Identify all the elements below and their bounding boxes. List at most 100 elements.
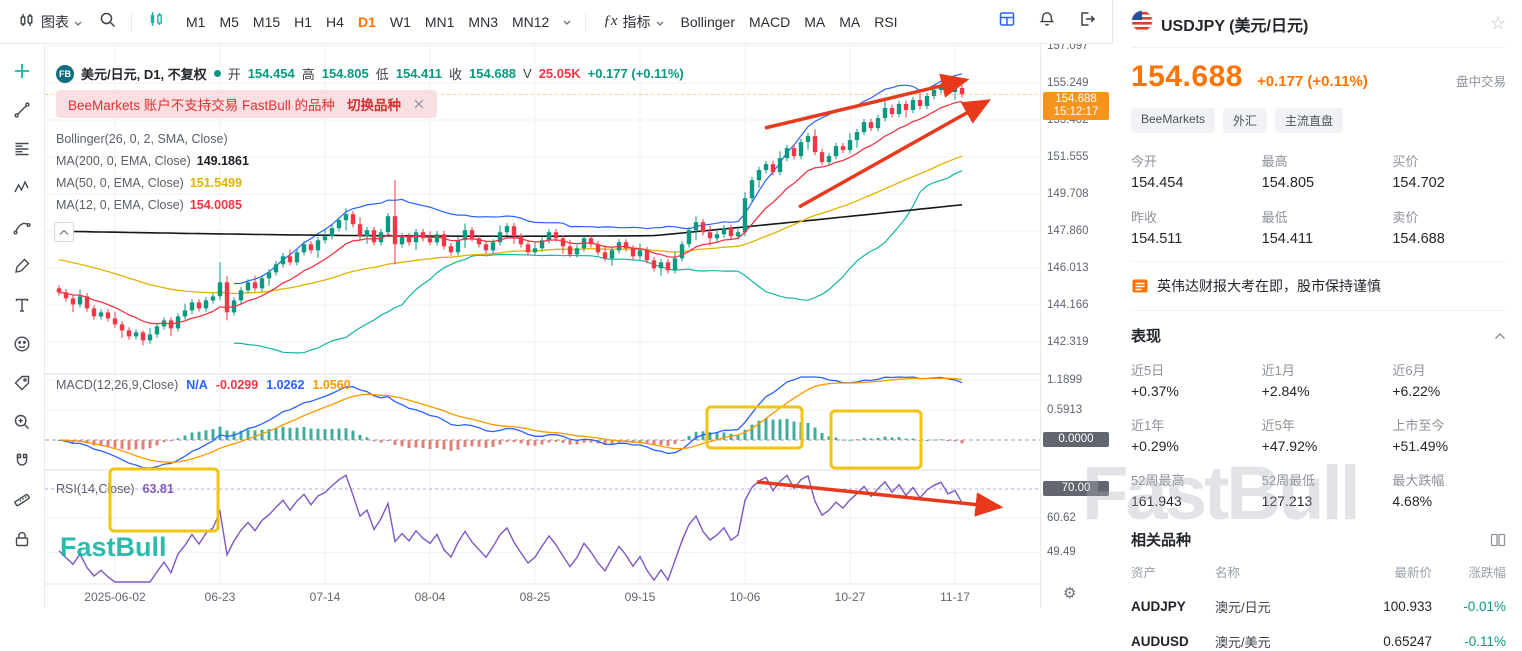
rsi-axis-label: 49.49 [1047,546,1076,559]
time-axis[interactable]: 2025-06-02 06-23 07-14 08-04 08-25 09-15 10-06… [45,584,1040,608]
related-row-cell[interactable]: 澳元/日元 [1215,600,1271,615]
indicators-button[interactable]: ƒx 指标 [595,7,671,37]
market-open-dot [213,70,221,77]
news-headline: 英伟达财报大考在即，股市保持谨慎 [1157,278,1381,294]
price-change: +0.177 (+0.11%) [1256,73,1368,90]
price-axis-label: 144.166 [1047,299,1089,311]
chevron-up-icon[interactable] [1494,332,1506,340]
performance-cell: 近5日 +0.37% [1131,363,1179,399]
logout-button[interactable] [1072,7,1102,37]
wave-tool[interactable] [7,173,37,203]
indicator-legend: MA(50, 0, EMA, Close) 151.5499 [56,176,242,190]
symbol-tag: BeeMarkets [1131,108,1216,133]
price-axis[interactable]: 154.688 15:12:17 0.0000 70.00 ⚙ 157.097 1… [1040,40,1113,608]
overlay-legend-list: Bollinger(26, 0, 2, SMA, Close) MA(200, 0… [56,131,249,219]
chevron-down-icon [563,13,571,31]
performance-cell: 近1年 +0.29% [1131,418,1179,454]
timeframe-mn12[interactable]: MN12 [511,13,550,30]
related-row-cell[interactable]: -0.11% [1464,634,1506,649]
magnet-tool[interactable] [7,446,37,476]
price-axis-label: 155.249 [1047,77,1089,89]
symbol-compare-button[interactable] [141,7,171,37]
related-header: 资产 [1131,566,1157,580]
timeframe-m1[interactable]: M1 [186,13,206,30]
rsi-axis-label: 60.62 [1047,512,1076,524]
ohlc-value: 154.688 [469,66,517,81]
rsi-value: 63.81 [142,482,174,496]
related-row-cell[interactable]: AUDUSD [1131,634,1189,649]
curve-tool[interactable] [7,212,37,242]
banner-text: BeeMarkets 账户不支持交易 FastBull 的品种 [68,98,336,113]
price-label-tool[interactable] [7,368,37,398]
time-axis-label: 08-04 [414,590,446,604]
divider [131,11,132,32]
related-row-cell[interactable]: 100.933 [1383,599,1432,614]
close-icon[interactable] [413,98,425,110]
price-axis-label: 151.555 [1047,151,1089,163]
related-row-cell[interactable]: 0.65247 [1383,634,1432,649]
related-title: 相关品种 [1131,532,1192,549]
emoji-tool[interactable] [7,329,37,359]
crosshair-plus-tool[interactable] [7,56,37,86]
price-axis-label: 147.860 [1047,225,1089,237]
timeframe-mn1[interactable]: MN1 [424,13,455,30]
rsi-level-badge: 70.00 [1043,481,1109,496]
performance-cell: 近1月 +2.84% [1261,363,1310,399]
performance-cell: 近5年 +47.92% [1261,418,1318,454]
switch-symbol-link[interactable]: 切换品种 [347,98,402,113]
indicator-button-ma-2[interactable]: MA [804,13,826,30]
layout-icon [998,10,1016,33]
timeframe-m5[interactable]: M5 [219,13,239,30]
chart-menu-button[interactable]: 图表 [10,6,90,37]
quote-cell: 昨收 154.511 [1131,210,1183,247]
measure-tool[interactable] [7,485,37,515]
indicator-button-macd-1[interactable]: MACD [749,13,791,30]
timeframe-d1[interactable]: D1 [357,13,376,30]
related-header: 名称 [1215,566,1241,580]
search-button[interactable] [92,7,122,37]
trendline-tool[interactable] [7,95,37,125]
timeframe-mn3[interactable]: MN3 [468,13,498,30]
related-row-cell[interactable]: -0.01% [1463,599,1506,614]
candles-icon [147,10,165,33]
performance-title: 表现 [1131,328,1162,345]
timeframe-dropdown[interactable] [558,7,576,37]
lock-tool[interactable] [7,524,37,554]
legend-change: +0.177 (+0.11%) [587,66,684,81]
pane-collapse-button[interactable] [54,222,74,242]
quote-cell: 买价 154.702 [1392,154,1445,191]
zoom-in-tool[interactable] [7,407,37,437]
chart-settings-gear[interactable]: ⚙ [1063,585,1077,602]
symbol-tag: 外汇 [1223,108,1268,133]
alerts-bell-button[interactable] [1032,7,1062,37]
indicator-legend: Bollinger(26, 0, 2, SMA, Close) [56,132,228,146]
timeframe-w1[interactable]: W1 [389,13,411,30]
indicator-button-rsi-4[interactable]: RSI [874,13,898,30]
performance-cell: 52周最低 127.213 [1261,473,1316,509]
performance-cell: 最大跌幅 4.68% [1392,473,1445,509]
brush-tool[interactable] [7,251,37,281]
related-row-cell[interactable]: AUDJPY [1131,599,1186,614]
timeframe-m15[interactable]: M15 [252,13,281,30]
favorite-star-icon[interactable]: ☆ [1489,13,1506,33]
layout-panel-button[interactable] [992,7,1022,37]
related-symbols-table: 资产 名称 最新价 涨跌幅 AUDJPY 澳元/日元 100.933 -0.01% AUDUSD… [1131,562,1506,651]
country-flag-icon [1131,10,1153,37]
text-tool[interactable] [7,290,37,320]
indicator-button-bollinger-0[interactable]: Bollinger [680,13,735,30]
news-item[interactable]: 英伟达财报大考在即，股市保持谨慎 [1131,276,1506,296]
quote-cell: 卖价 154.688 [1392,210,1445,247]
symbol-legend: FB 美元/日元, D1, 不复权 开 154.454 高 154.805 低 154.4… [56,64,684,83]
indicator-button-ma-3[interactable]: MA [839,13,861,30]
chart-toolbar: 图表 M1 M5 M15 H1 H4 D1 W1 MN1 MN3 MN12 ƒx 指标 Bolli… [0,0,1112,44]
time-axis-label: 07-14 [309,590,341,604]
time-axis-label: 2025-06-02 [84,590,146,604]
timeframe-h4[interactable]: H4 [326,13,344,30]
related-panel-icon[interactable] [1490,532,1506,548]
fib-retracement-tool[interactable] [7,134,37,164]
timeframe-h1[interactable]: H1 [294,13,313,30]
symbol-detail-panel: USDJPY (美元/日元) ☆ 154.688 +0.177 (+0.11%)… [1112,0,1522,650]
price-chart[interactable] [45,44,1040,608]
related-row-cell[interactable]: 澳元/美元 [1215,635,1271,650]
symbol-name: USDJPY (美元/日元) [1161,17,1309,35]
